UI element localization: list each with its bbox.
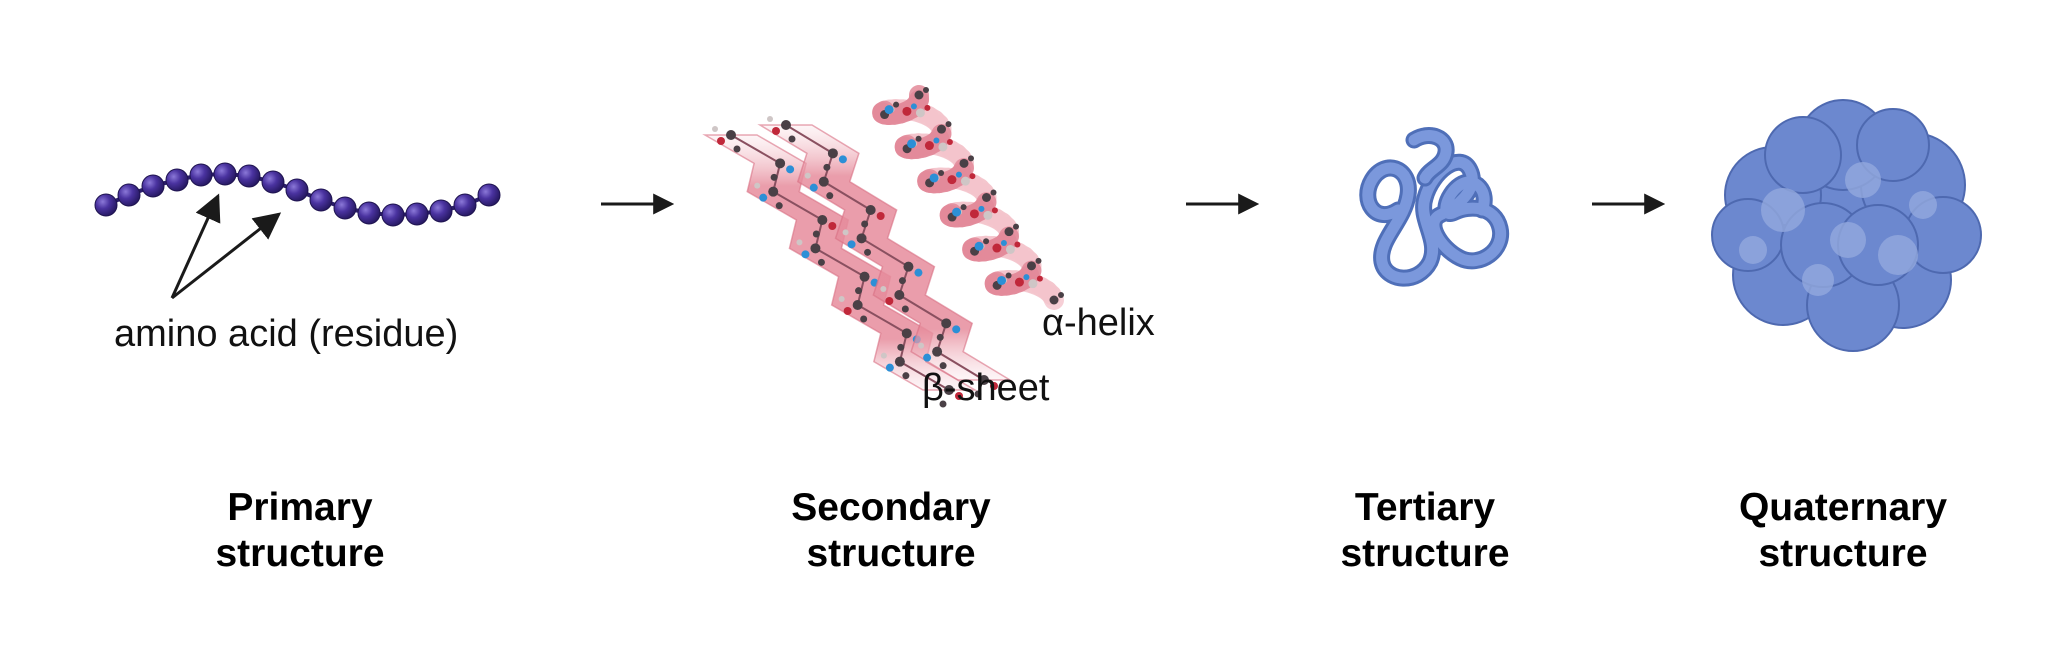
residue-bead [214, 163, 236, 185]
residue-bead [166, 169, 188, 191]
residue-bead [310, 189, 332, 211]
residue-bead [238, 165, 260, 187]
tertiary-title-line2: structure [1340, 532, 1509, 575]
residue-bead [262, 171, 284, 193]
primary-title-line2: structure [215, 532, 384, 575]
pointer-arrow [172, 196, 218, 298]
residue-bead [406, 203, 428, 225]
tertiary-fold-icon [1368, 136, 1501, 279]
primary-title-line1: Primary [227, 486, 373, 529]
pointer-arrow [172, 214, 279, 298]
residue-bead [286, 179, 308, 201]
quaternary-title-line2: structure [1758, 532, 1927, 575]
residue-chain-icon [95, 163, 500, 226]
residue-pointer-arrows [172, 196, 279, 298]
quaternary-title-line1: Quaternary [1739, 486, 1947, 529]
residue-bead [142, 175, 164, 197]
residue-bead [454, 194, 476, 216]
residue-bead [478, 184, 500, 206]
sheet-label: β-sheet [922, 367, 1050, 409]
secondary-title-line1: Secondary [791, 486, 991, 529]
residue-bead [334, 197, 356, 219]
residue-annotation: amino acid (residue) [114, 313, 458, 355]
residue-bead [358, 202, 380, 224]
residue-bead [190, 164, 212, 186]
residue-bead [95, 194, 117, 216]
residue-bead [118, 184, 140, 206]
secondary-title-line2: structure [806, 532, 975, 575]
residue-bead [430, 200, 452, 222]
quaternary-complex-icon [1712, 100, 1981, 351]
tertiary-title-line1: Tertiary [1355, 486, 1495, 529]
residue-bead [382, 204, 404, 226]
helix-label: α-helix [1042, 302, 1155, 344]
